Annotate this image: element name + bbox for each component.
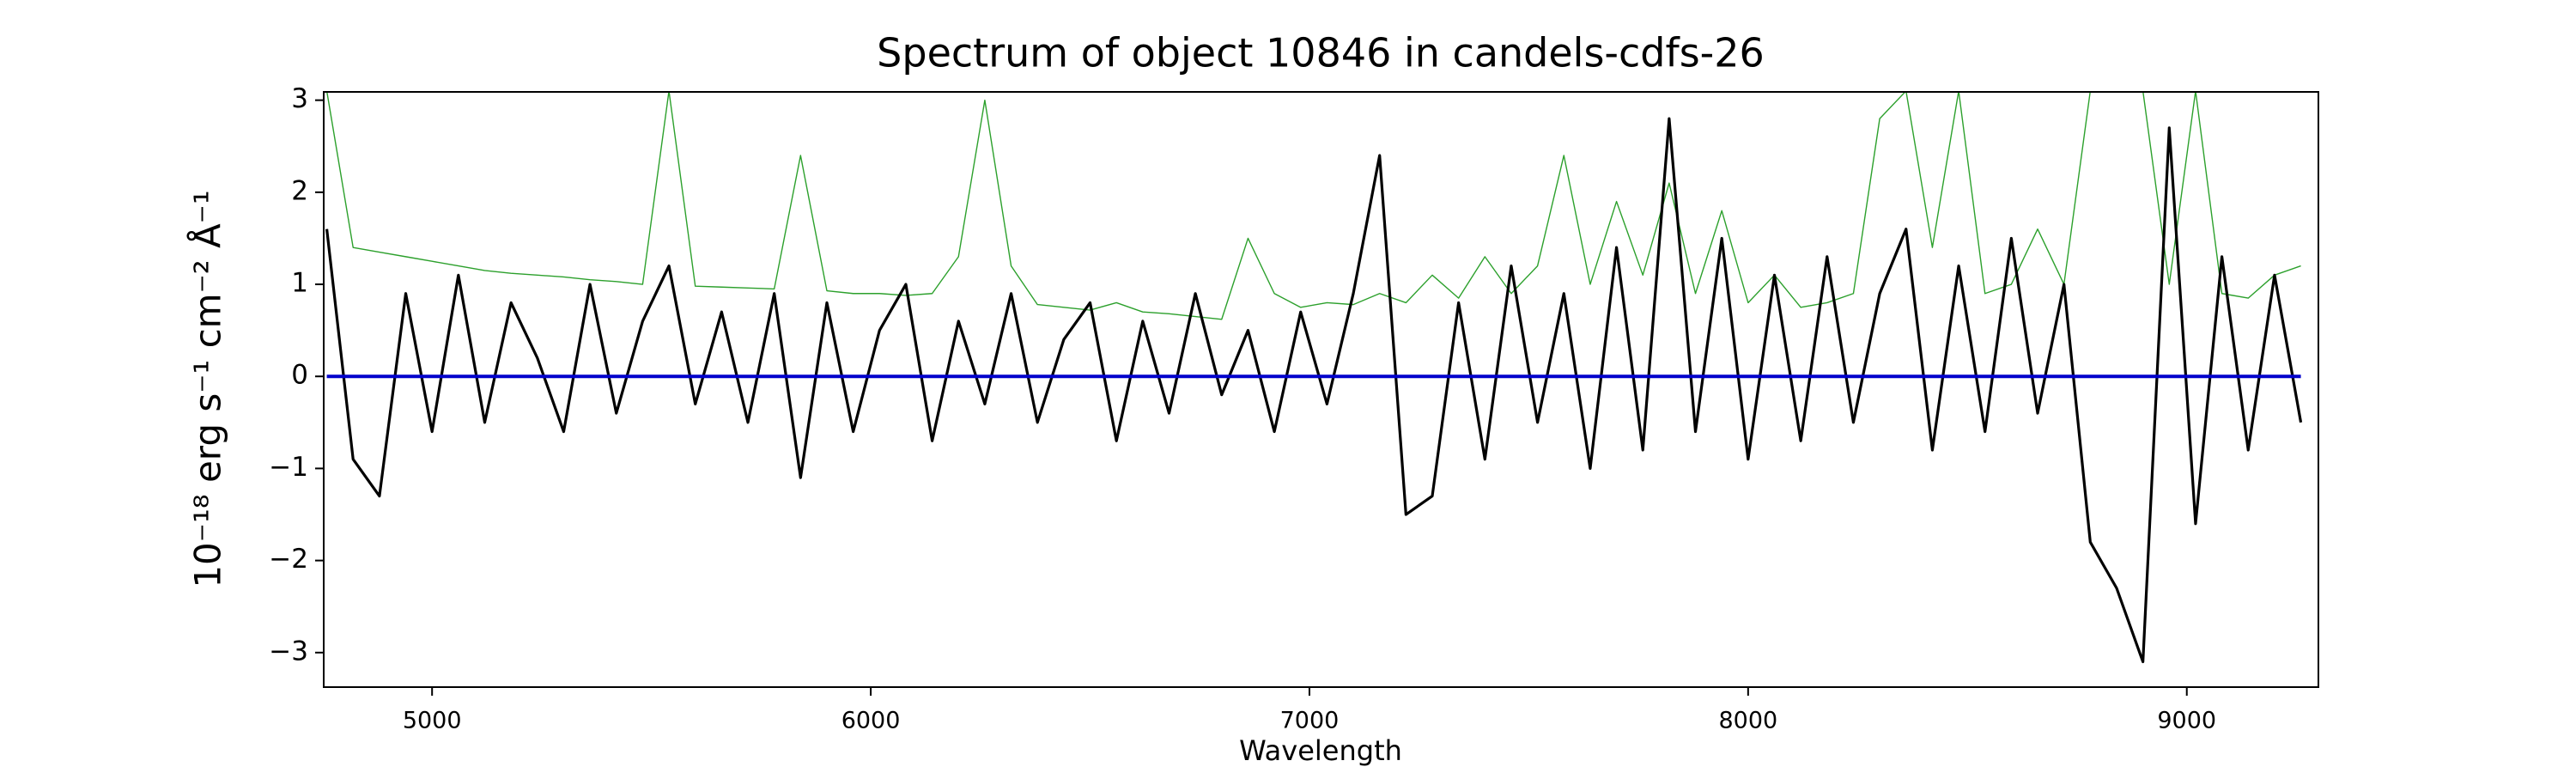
x-tick-label: 6000 bbox=[841, 708, 901, 734]
series-line bbox=[325, 117, 2303, 664]
y-tick-label: −2 bbox=[269, 544, 308, 575]
x-axis-label: Wavelength bbox=[1239, 734, 1402, 767]
x-tick-label: 9000 bbox=[2157, 708, 2216, 734]
axes-frame bbox=[323, 91, 2319, 688]
x-tick-label: 7000 bbox=[1280, 708, 1340, 734]
x-tick-label: 5000 bbox=[403, 708, 462, 734]
plot-area bbox=[325, 92, 2303, 664]
y-tick-label: 3 bbox=[291, 83, 308, 114]
y-tick-label: −3 bbox=[269, 636, 308, 666]
series-line bbox=[326, 92, 2301, 320]
y-tick-label: −1 bbox=[269, 452, 308, 483]
y-tick-label: 2 bbox=[291, 175, 308, 206]
y-tick-label: 1 bbox=[291, 268, 308, 299]
x-tick-label: 8000 bbox=[1718, 708, 1777, 734]
y-axis-label: 10⁻¹⁸ erg s⁻¹ cm⁻² Å⁻¹ bbox=[186, 190, 229, 587]
chart-title: Spectrum of object 10846 in candels-cdfs… bbox=[877, 30, 1765, 76]
y-tick-label: 0 bbox=[291, 360, 308, 391]
